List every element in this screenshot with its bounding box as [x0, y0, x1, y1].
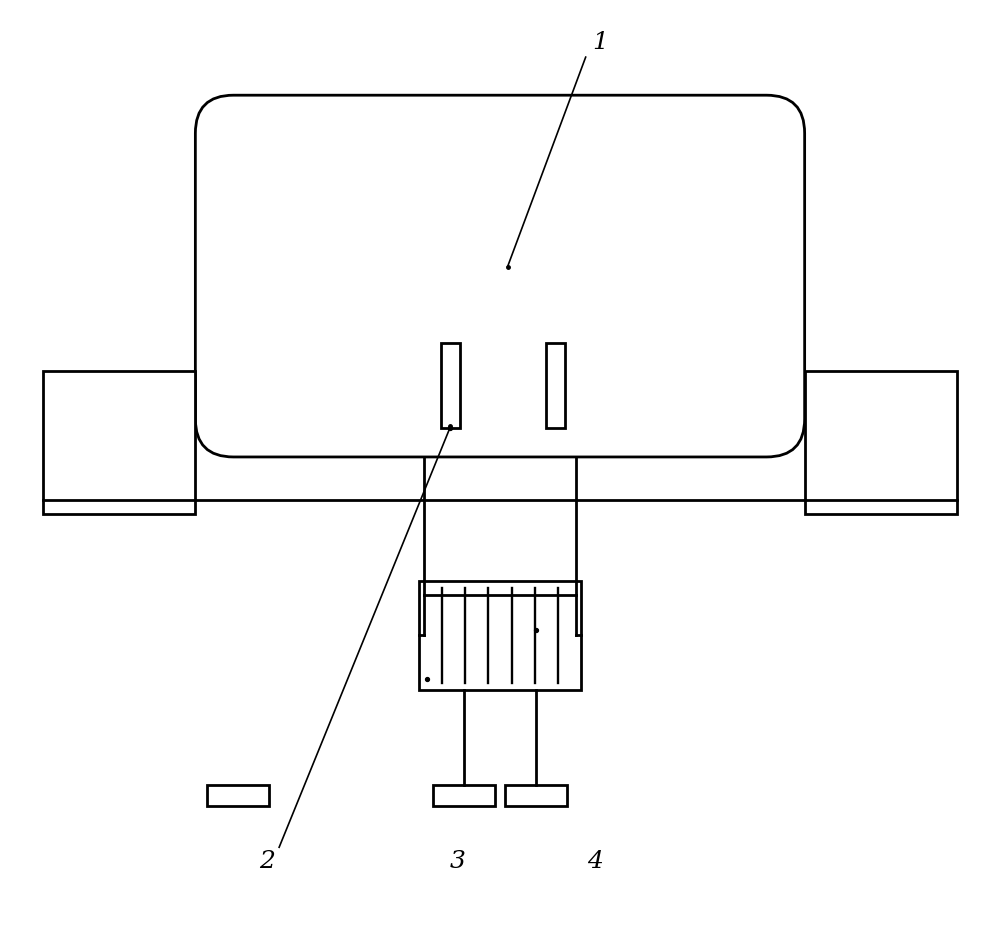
Text: 2: 2 [259, 850, 275, 873]
Text: 1: 1 [592, 31, 608, 54]
Bar [805, 371, 957, 514]
Bar [207, 785, 269, 806]
Bar [441, 343, 460, 428]
Bar [546, 343, 565, 428]
Bar [419, 581, 581, 690]
Bar [433, 785, 495, 806]
Text: 3: 3 [449, 850, 465, 873]
Bar [43, 371, 195, 514]
Text: 4: 4 [587, 850, 603, 873]
Bar [505, 785, 567, 806]
FancyBboxPatch shape [195, 95, 805, 457]
